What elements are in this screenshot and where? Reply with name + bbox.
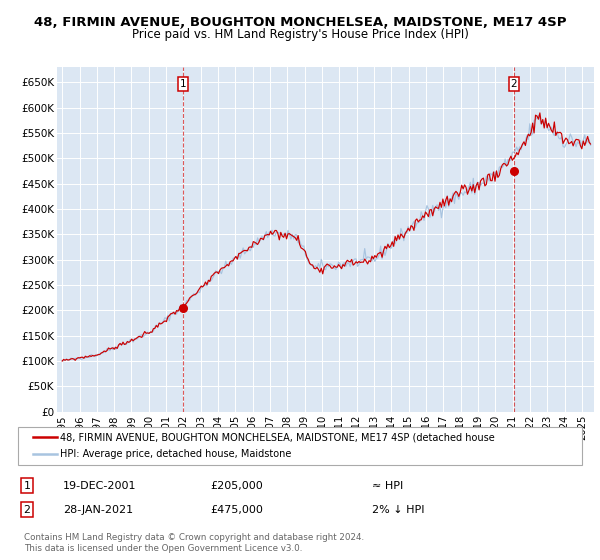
- Text: Contains HM Land Registry data © Crown copyright and database right 2024.
This d: Contains HM Land Registry data © Crown c…: [24, 534, 364, 553]
- Text: 48, FIRMIN AVENUE, BOUGHTON MONCHELSEA, MAIDSTONE, ME17 4SP (detached house: 48, FIRMIN AVENUE, BOUGHTON MONCHELSEA, …: [60, 432, 495, 442]
- Text: Price paid vs. HM Land Registry's House Price Index (HPI): Price paid vs. HM Land Registry's House …: [131, 28, 469, 41]
- Text: 2: 2: [23, 505, 31, 515]
- Text: 28-JAN-2021: 28-JAN-2021: [63, 505, 133, 515]
- Text: 2% ↓ HPI: 2% ↓ HPI: [372, 505, 425, 515]
- Text: £475,000: £475,000: [210, 505, 263, 515]
- Text: HPI: Average price, detached house, Maidstone: HPI: Average price, detached house, Maid…: [60, 449, 292, 459]
- Text: £205,000: £205,000: [210, 480, 263, 491]
- Text: 19-DEC-2001: 19-DEC-2001: [63, 480, 137, 491]
- Text: 1: 1: [179, 79, 186, 88]
- Text: ≈ HPI: ≈ HPI: [372, 480, 403, 491]
- Text: 48, FIRMIN AVENUE, BOUGHTON MONCHELSEA, MAIDSTONE, ME17 4SP: 48, FIRMIN AVENUE, BOUGHTON MONCHELSEA, …: [34, 16, 566, 29]
- Text: 1: 1: [23, 480, 31, 491]
- Text: 2: 2: [511, 79, 517, 88]
